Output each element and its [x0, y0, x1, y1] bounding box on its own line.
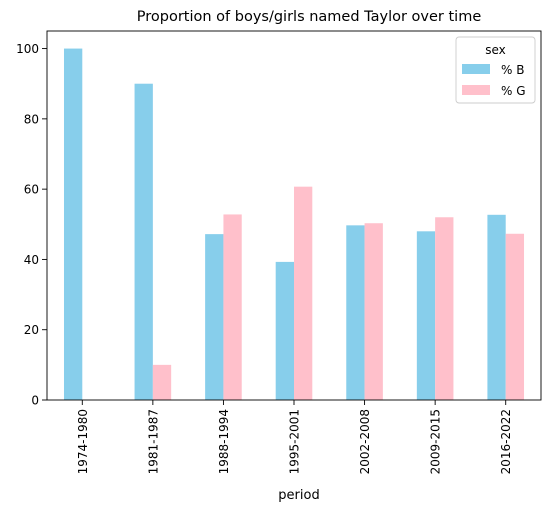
bar-b-2009-2015	[416, 231, 436, 400]
legend-label-g: % G	[501, 84, 526, 98]
y-tick-label: 0	[31, 394, 39, 408]
y-tick-label: 40	[24, 253, 39, 267]
bar-b-2002-2008	[346, 225, 365, 400]
bar-g-1988-1994	[223, 214, 242, 400]
y-tick-label: 80	[24, 112, 39, 126]
x-tick-label: 1981-1987	[146, 409, 160, 474]
bars-layer	[63, 48, 525, 401]
legend-title: sex	[485, 43, 506, 57]
legend: sex % B % G	[455, 36, 536, 104]
bar-b-1995-2001	[275, 261, 294, 400]
legend-swatch-g	[462, 85, 490, 95]
x-tick-label: 2009-2015	[429, 409, 443, 474]
y-tick-label: 20	[24, 323, 39, 337]
x-tick-label: 1988-1994	[217, 409, 231, 474]
bar-b-2016-2022	[487, 214, 506, 400]
y-tick-label: 60	[24, 183, 39, 197]
bar-g-2009-2015	[435, 217, 454, 400]
x-axis-label: period	[278, 488, 319, 503]
legend-swatch-b	[462, 64, 490, 74]
x-axis: 1974-1980 1981-1987 1988-1994 1995-2001 2002…	[76, 400, 513, 474]
x-tick-label: 2002-2008	[358, 409, 372, 474]
bar-g-2002-2008	[364, 223, 383, 400]
bar-g-1995-2001	[294, 186, 313, 400]
x-tick-label: 1974-1980	[76, 409, 90, 474]
bar-b-1988-1994	[205, 234, 224, 400]
y-tick-label: 100	[16, 42, 39, 56]
y-axis: 0 20 40 60 80 100	[16, 42, 47, 408]
x-tick-label: 1995-2001	[288, 409, 302, 474]
plot-frame	[46, 30, 542, 401]
bar-b-1974-1980	[63, 48, 83, 400]
bar-g-2016-2022	[505, 233, 525, 400]
chart-title: Proportion of boys/girls named Taylor ov…	[137, 9, 482, 25]
bar-g-1981-1987	[152, 364, 172, 400]
x-tick-label: 2016-2022	[499, 409, 513, 474]
bar-b-1981-1987	[134, 83, 153, 401]
legend-label-b: % B	[501, 63, 524, 77]
